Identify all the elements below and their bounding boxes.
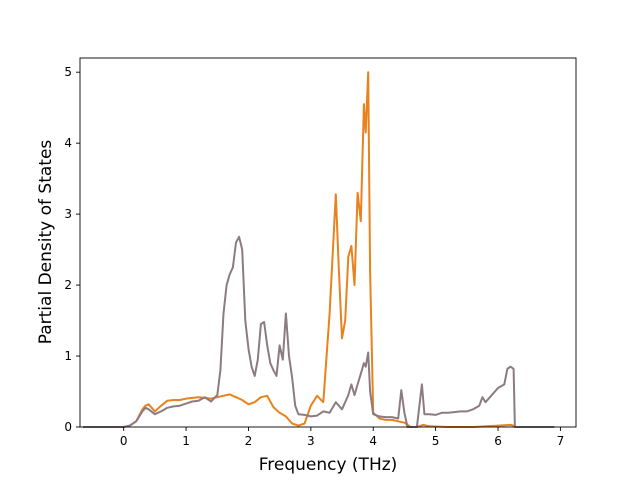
y-tick-label: 4: [64, 136, 72, 150]
x-tick-label: 4: [369, 434, 377, 448]
x-axis-label: Frequency (THz): [259, 455, 398, 475]
x-tick-label: 1: [182, 434, 190, 448]
x-tick-label: 5: [432, 434, 440, 448]
x-tick-label: 6: [494, 434, 502, 448]
plot-lines: [83, 71, 555, 428]
axes-frame: [79, 57, 577, 428]
series-line-2: [83, 235, 555, 428]
y-tick-label: 2: [64, 278, 72, 292]
y-tick-label: 5: [64, 65, 72, 79]
y-tick-label: 3: [64, 207, 72, 221]
x-axis-ticks: 0 1 2 3 4 5 6 7: [120, 427, 564, 448]
x-tick-label: 3: [307, 434, 315, 448]
x-tick-label: 7: [557, 434, 565, 448]
y-tick-label: 0: [64, 420, 72, 434]
y-tick-label: 1: [64, 349, 72, 363]
x-tick-label: 0: [120, 434, 128, 448]
y-axis-label: Partial Density of States: [36, 140, 56, 345]
y-axis-ticks: 0 1 2 3 4 5: [64, 65, 80, 434]
x-tick-label: 2: [245, 434, 253, 448]
series-line-1: [83, 71, 555, 428]
